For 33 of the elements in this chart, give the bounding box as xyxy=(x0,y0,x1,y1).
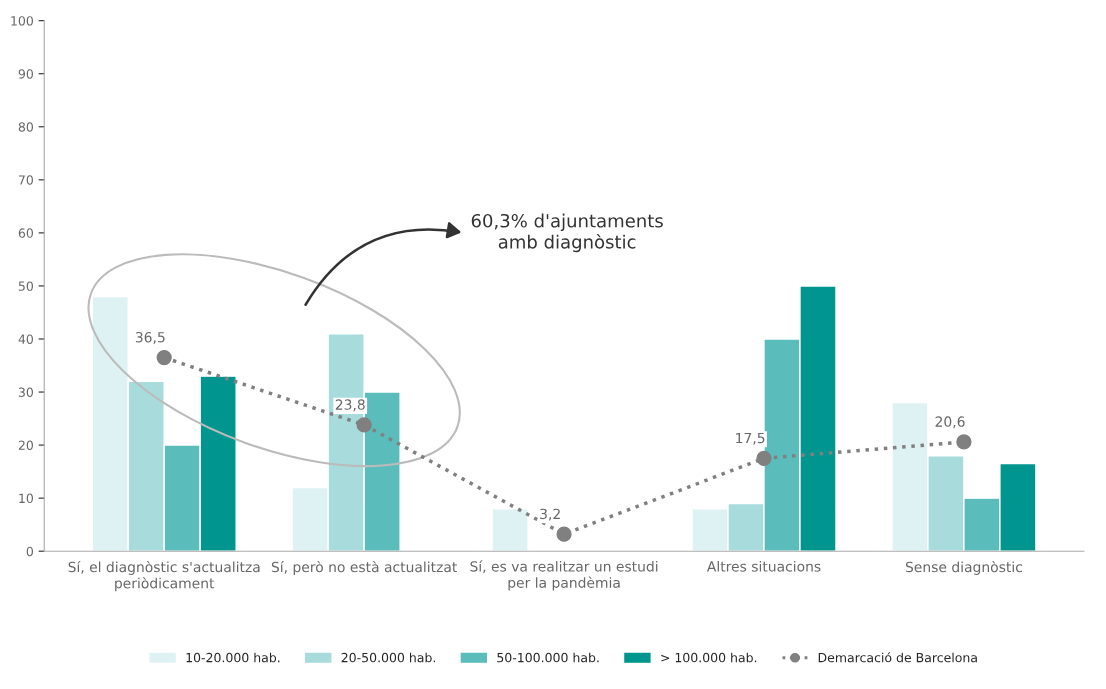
x-tick-label: Sense diagnòstic xyxy=(905,560,1022,575)
point xyxy=(756,450,772,466)
data-label: 17,5 xyxy=(736,432,765,445)
point xyxy=(156,349,172,366)
bar xyxy=(491,508,529,552)
y-tick-label: 40 xyxy=(18,334,33,344)
x-tick-label: Sí, però no està actualitzat xyxy=(271,560,457,575)
data-label: 3,2 xyxy=(540,508,560,521)
data-label: 20,6 xyxy=(935,416,965,429)
point xyxy=(956,434,972,450)
data-label: 23,8 xyxy=(335,399,365,412)
x-tick-label: Sí, el diagnòstic s'actualitza periòdicament xyxy=(68,560,260,592)
point xyxy=(356,417,372,433)
data-label: 36,5 xyxy=(135,331,165,344)
legend-label: Demarcació de Barcelona xyxy=(818,652,977,663)
legend-label: > 100.000 hab. xyxy=(661,652,757,663)
y-tick-label: 0 xyxy=(26,546,33,557)
y-tick-label: 20 xyxy=(18,440,33,451)
y-tick-label: 90 xyxy=(18,69,33,79)
legend-label: 50-100.000 hab. xyxy=(497,652,599,663)
legend-label: 10-20.000 hab. xyxy=(186,652,280,663)
x-tick-label: Altres situacions xyxy=(706,560,821,572)
y-tick-label: 30 xyxy=(18,387,33,397)
y-tick-label: 50 xyxy=(18,281,33,291)
annotation: 60,3% d'ajuntaments amb diagnòstic xyxy=(471,213,663,253)
y-tick-label: 60 xyxy=(18,228,33,238)
y-tick-label: 100 xyxy=(11,16,33,26)
y-tick-label: 70 xyxy=(18,175,33,185)
point xyxy=(556,526,572,542)
y-tick-label: 10 xyxy=(19,493,33,504)
x-tick-label: Sí, es va realitzar un estudi per la pandèmia xyxy=(470,560,658,591)
legend-label: 20-50.000 hab. xyxy=(341,652,436,663)
y-tick-label: 80 xyxy=(18,122,33,132)
